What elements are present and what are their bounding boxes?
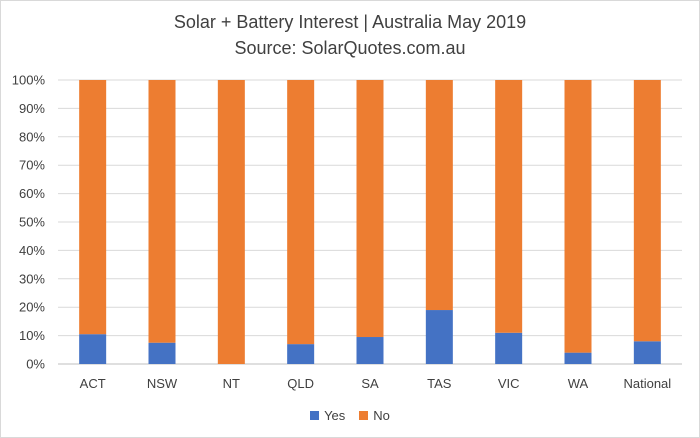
x-tick-label: NSW — [147, 376, 178, 391]
y-tick-label: 20% — [19, 300, 45, 315]
bar-yes-nsw — [148, 342, 176, 364]
y-tick-label: 10% — [19, 328, 45, 343]
y-tick-label: 40% — [19, 243, 45, 258]
bar-no-nsw — [148, 80, 176, 343]
x-tick-label: TAS — [427, 376, 452, 391]
legend-item-yes: Yes — [310, 408, 345, 423]
y-tick-label: 30% — [19, 271, 45, 286]
bar-yes-tas — [425, 310, 453, 364]
legend-swatch-no — [359, 411, 369, 420]
bar-no-vic — [495, 80, 523, 333]
x-tick-label: National — [623, 376, 671, 391]
bar-no-wa — [564, 80, 592, 353]
y-tick-label: 70% — [19, 158, 45, 173]
bar-yes-qld — [287, 344, 315, 364]
x-tick-label: WA — [568, 376, 589, 391]
bar-no-tas — [425, 80, 453, 311]
bars — [79, 80, 661, 364]
bar-yes-vic — [495, 332, 523, 364]
x-tick-label: ACT — [80, 376, 106, 391]
bar-no-act — [79, 80, 107, 335]
legend: Yes No — [0, 408, 700, 423]
y-axis-ticks: 0% 10% 20% 30% 40% 50% 60% 70% 80% 90% 100% — [12, 73, 46, 372]
bar-yes-act — [79, 334, 107, 364]
chart-subtitle: Source: SolarQuotes.com.au — [234, 38, 466, 58]
x-tick-label: VIC — [498, 376, 520, 391]
legend-label-no: No — [373, 408, 390, 423]
x-tick-label: SA — [361, 376, 379, 391]
x-tick-label: NT — [223, 376, 240, 391]
y-tick-label: 50% — [19, 215, 45, 230]
legend-item-no: No — [359, 408, 390, 423]
bar-yes-sa — [356, 337, 384, 364]
bar-no-sa — [356, 80, 384, 338]
x-axis-ticks: ACT NSW NT QLD SA TAS VIC WA National — [80, 376, 672, 391]
bar-yes-national — [633, 341, 661, 364]
bar-no-qld — [287, 80, 315, 345]
legend-label-yes: Yes — [324, 408, 346, 423]
y-tick-label: 60% — [19, 186, 45, 201]
y-tick-label: 0% — [26, 357, 45, 372]
y-tick-label: 80% — [19, 129, 45, 144]
y-tick-label: 90% — [19, 101, 45, 116]
chart-title: Solar + Battery Interest | Australia May… — [173, 12, 527, 32]
legend-swatch-yes — [310, 411, 320, 420]
bar-no-national — [633, 80, 661, 342]
x-tick-label: QLD — [287, 376, 314, 391]
y-tick-label: 100% — [12, 73, 46, 88]
bar-no-nt — [217, 80, 245, 364]
bar-yes-wa — [564, 352, 592, 364]
